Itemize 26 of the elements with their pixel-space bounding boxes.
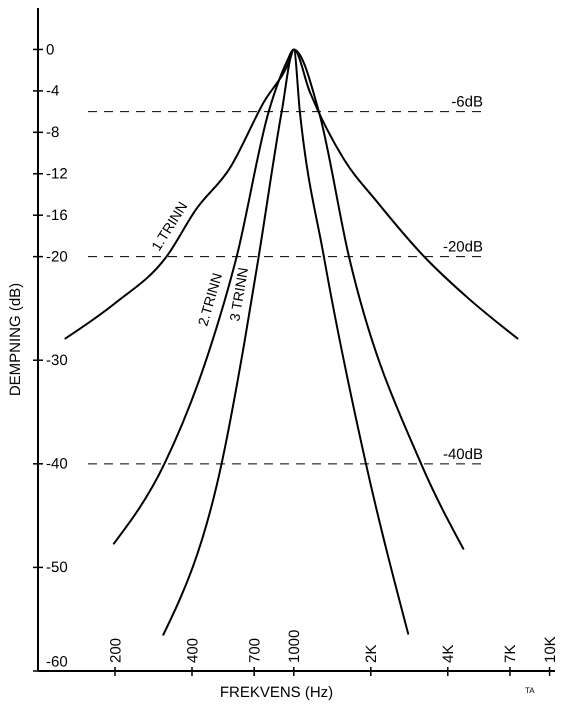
y-axis-title: DEMPNING (dB) [7,282,24,396]
x-axis-title: FREKVENS (Hz) [220,684,334,701]
y-tick-label: -50 [46,559,68,576]
y-tick-label: -20 [46,248,68,266]
x-tick-label: 700 [246,638,264,663]
ref-line-label: -20dB [442,238,483,256]
text: TA [525,686,536,695]
x-tick-label: 7K [502,644,520,663]
x-tick-label: 10K [542,636,559,663]
x-tick-label: 4K [440,644,458,663]
y-tick-label: -60 [46,654,68,670]
y-tick-label: -12 [46,166,68,183]
x-tick-label: 1000 [286,630,304,663]
y-tick-label: -30 [46,352,68,370]
y-tick-label: -40 [46,456,68,473]
ref-line-label: -40dB [442,446,483,463]
y-tick-label: -16 [46,206,68,224]
y-tick-label: -8 [46,124,60,142]
x-tick-label: 2K [363,644,380,663]
text: 3 TRINN [226,266,252,322]
x-tick-label: 200 [107,638,124,663]
text: 2.TRINN [194,271,226,328]
y-tick-label: 0 [46,41,54,58]
ref-line-label: -6dB [451,94,483,111]
y-tick-label: -4 [46,82,60,100]
x-tick-label: 400 [184,638,202,663]
